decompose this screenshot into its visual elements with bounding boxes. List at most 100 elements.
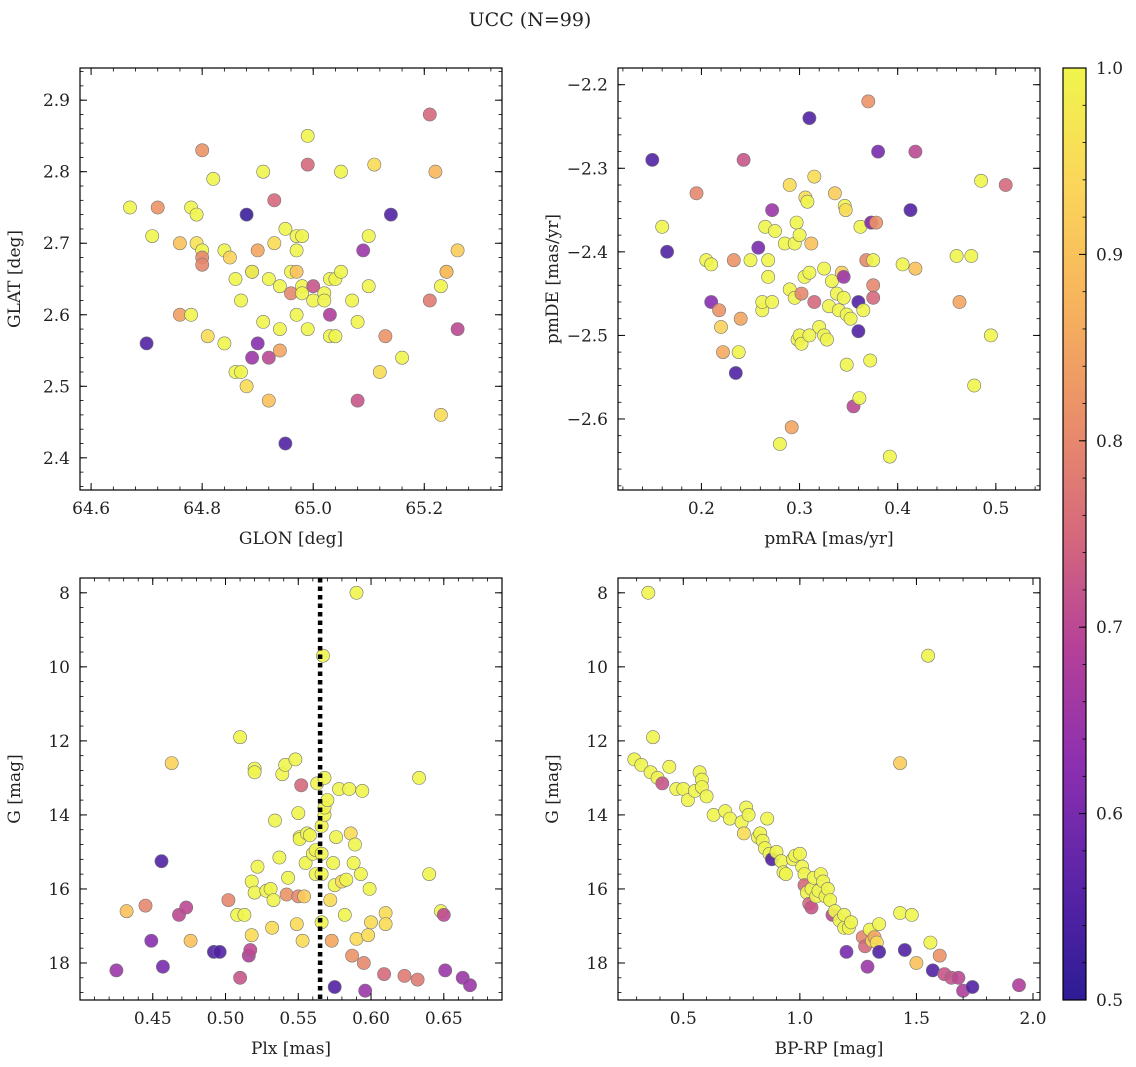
data-point <box>851 324 866 339</box>
data-point <box>733 311 748 326</box>
x-tick-label: 0.50 <box>207 1009 245 1029</box>
data-point <box>272 279 287 294</box>
data-point <box>154 854 169 869</box>
data-point <box>903 203 918 217</box>
data-point <box>328 329 343 344</box>
data-point <box>897 943 912 957</box>
data-point <box>342 782 357 796</box>
data-point <box>804 236 819 251</box>
data-point <box>784 420 799 435</box>
x-tick-label: 65.2 <box>405 499 443 519</box>
data-point <box>397 969 412 983</box>
data-point <box>144 933 159 948</box>
data-point <box>361 928 375 943</box>
data-point <box>289 264 304 279</box>
data-point <box>184 307 198 322</box>
data-point <box>353 867 368 881</box>
data-point <box>807 295 822 309</box>
y-tick-label: 14 <box>48 806 70 826</box>
data-point <box>222 250 237 265</box>
data-point <box>921 648 935 663</box>
data-point <box>712 303 726 318</box>
colorbar-tick-label: 0.7 <box>1096 618 1123 638</box>
data-point <box>324 933 339 948</box>
data-point <box>908 144 923 159</box>
data-point <box>345 293 359 308</box>
y-axis-label: GLAT [deg] <box>5 230 25 328</box>
data-point <box>737 826 751 841</box>
data-point <box>872 917 886 931</box>
data-point <box>761 269 776 284</box>
y-tick-label: 2.5 <box>43 377 70 397</box>
data-point <box>361 279 376 294</box>
axes-frame <box>79 577 503 1001</box>
data-point <box>183 933 198 948</box>
data-point <box>807 169 822 184</box>
data-point <box>266 893 281 907</box>
data-point <box>346 856 361 870</box>
data-point <box>377 967 391 981</box>
x-tick-label: 64.6 <box>72 499 110 519</box>
data-point <box>189 207 204 222</box>
data-point <box>279 887 294 902</box>
data-point <box>731 345 746 359</box>
y-tick-label: 2.6 <box>43 306 70 326</box>
data-point <box>295 933 310 948</box>
data-point <box>245 350 259 365</box>
data-point <box>802 111 817 125</box>
data-point <box>327 980 342 994</box>
x-axis-label: pmRA [mas/yr] <box>764 529 893 549</box>
data-point <box>206 171 221 186</box>
data-point <box>641 585 656 600</box>
axes-frame <box>617 67 1041 491</box>
data-point <box>233 970 247 985</box>
y-tick-label: 2.4 <box>43 449 70 469</box>
data-point <box>836 290 851 305</box>
y-tick-label: 14 <box>586 806 608 826</box>
data-point <box>838 203 853 217</box>
x-tick-label: 1.5 <box>903 1009 930 1029</box>
data-point <box>362 882 377 896</box>
y-tick-label: −2.4 <box>567 243 608 263</box>
data-point <box>768 224 782 238</box>
data-point <box>334 264 348 279</box>
data-point <box>706 808 721 822</box>
data-point <box>200 329 215 344</box>
data-point <box>882 449 897 464</box>
data-point <box>794 286 809 301</box>
data-point <box>317 293 332 308</box>
data-point <box>802 265 817 280</box>
data-point <box>662 759 677 774</box>
data-point <box>316 648 330 663</box>
data-point <box>714 320 728 334</box>
x-tick-label: 0.3 <box>786 499 813 519</box>
data-point <box>300 157 315 172</box>
data-point <box>295 286 309 301</box>
data-point <box>288 752 303 767</box>
data-point <box>716 345 730 359</box>
data-point <box>345 948 359 963</box>
data-point <box>378 329 393 344</box>
x-tick-label: 65.0 <box>294 499 332 519</box>
data-point <box>245 264 259 279</box>
data-point <box>793 846 807 861</box>
x-tick-label: 64.8 <box>183 499 221 519</box>
data-point <box>699 789 714 804</box>
data-point <box>323 893 338 907</box>
data-point <box>974 173 988 188</box>
data-point <box>237 908 252 922</box>
data-point <box>782 178 797 192</box>
data-point <box>267 193 282 208</box>
panel-3: 0.45 0.50 0.55 0.60 0.65 8 10 12 14 16 18 Plx [mas]… <box>5 577 503 1059</box>
data-point <box>295 229 309 243</box>
x-tick-label: 0.60 <box>352 1009 390 1029</box>
data-point <box>348 837 362 852</box>
data-point <box>267 236 282 251</box>
data-point <box>439 264 454 279</box>
data-point <box>844 915 858 930</box>
data-point <box>298 856 313 870</box>
data-point <box>741 808 756 822</box>
point-group <box>645 94 1013 464</box>
data-point <box>195 143 210 158</box>
y-tick-label: −2.6 <box>567 410 608 430</box>
